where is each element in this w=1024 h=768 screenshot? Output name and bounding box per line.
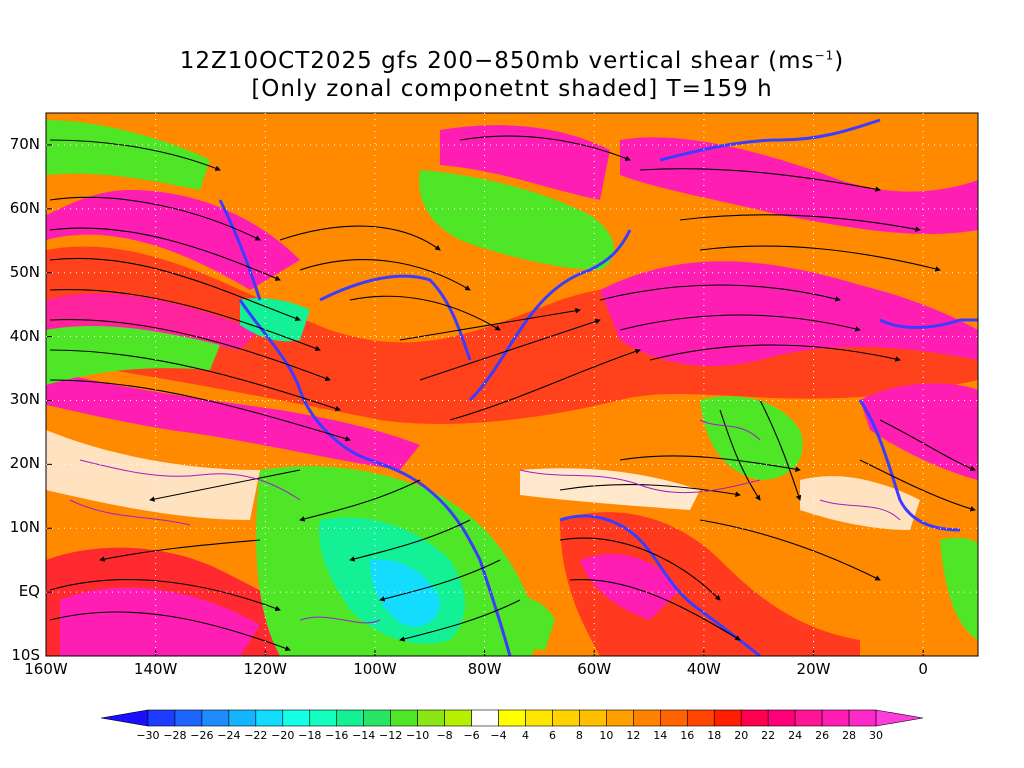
y-tick-label: 60N [9, 198, 40, 217]
plot-frame [45, 112, 979, 657]
colorbar-label: 24 [788, 729, 803, 742]
x-tick-label: 20W [796, 660, 831, 678]
y-tick-label: 10N [9, 518, 40, 537]
x-tick-label: 100W [353, 660, 397, 678]
coastlines [218, 118, 978, 656]
colorbar-label: −16 [325, 729, 349, 742]
chart-subtitle: [Only zonal componetnt shaded] T=159 h [251, 76, 773, 102]
colorbar-label: 16 [680, 729, 695, 742]
colorbar-label: −14 [352, 729, 376, 742]
colorbar-label: 4 [521, 729, 529, 742]
colorbar-label: −28 [163, 729, 187, 742]
colorbar-label: 8 [575, 729, 583, 742]
x-tick-label: 0 [918, 660, 928, 678]
colorbar-label: −18 [298, 729, 322, 742]
x-tick-label: 140W [133, 660, 178, 678]
y-tick-label: 50N [9, 262, 40, 281]
colorbar-label: −12 [379, 729, 403, 742]
colorbar-label: −4 [490, 729, 507, 742]
x-tick-label: 40W [686, 660, 721, 678]
y-tick-label: 70N [9, 134, 40, 153]
colorbar-label: −30 [136, 729, 160, 742]
x-tick-label: 160W [24, 660, 68, 678]
colorbar-label: 18 [707, 729, 722, 742]
chart-title: 12Z10OCT2025 gfs 200−850mb vertical shea… [179, 48, 845, 74]
colorbar-label: −26 [190, 729, 214, 742]
colorbar-label: −22 [244, 729, 268, 742]
colorbar-label: 22 [761, 729, 776, 742]
colorbar-label: 10 [599, 729, 614, 742]
colorbar-label: −8 [436, 729, 453, 742]
colorbar-label: 14 [653, 729, 668, 742]
x-tick-label: 80W [467, 660, 502, 678]
colorbar-label: 20 [734, 729, 749, 742]
colorbar-label: −24 [217, 729, 241, 742]
shaded-field [46, 113, 978, 656]
y-tick-label: 30N [9, 390, 40, 409]
colorbar-label: 30 [869, 729, 884, 742]
colorbar-label: −6 [463, 729, 480, 742]
axis-ticks [45, 113, 978, 657]
y-tick-label: 40N [9, 326, 40, 345]
colorbar-label: 6 [548, 729, 556, 742]
colorbar-label: 28 [842, 729, 857, 742]
y-tick-label: 20N [9, 454, 40, 473]
x-tick-label: 120W [243, 660, 288, 678]
x-tick-label: 60W [577, 660, 612, 678]
colorbar-label: 26 [815, 729, 830, 742]
colorbar-label: −10 [406, 729, 430, 742]
colorbar-label: −20 [271, 729, 295, 742]
y-tick-label: EQ [18, 582, 40, 601]
streamlines [49, 135, 976, 651]
colorbar-label: 12 [626, 729, 641, 742]
purple-contours [69, 419, 901, 624]
y-tick-label: 10S [11, 646, 40, 664]
